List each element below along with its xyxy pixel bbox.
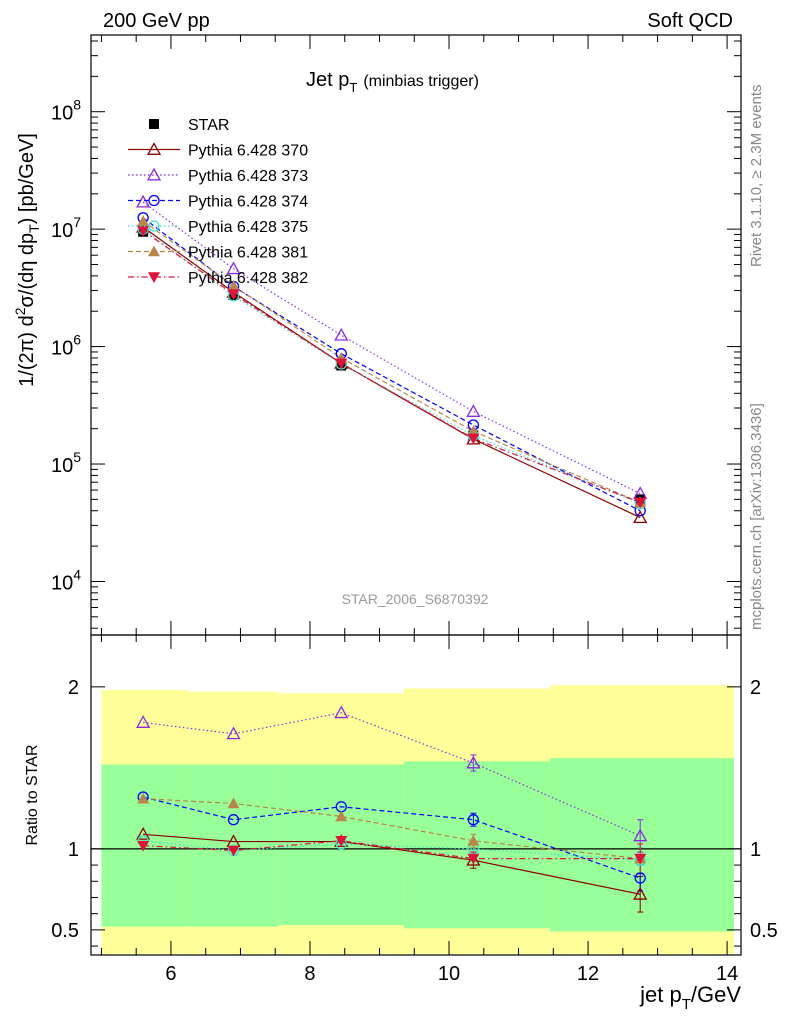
upper-panel: 104 105 106 107 108 1/(2π) d2σ/(dη dpT) [pb/G…	[12, 34, 742, 636]
ratio-point-s5-4	[634, 853, 647, 865]
data-point-s2-3	[466, 404, 481, 417]
data-point-s2-1	[226, 261, 241, 275]
ratio-line-3	[143, 840, 641, 861]
ratio-point-s5-0	[137, 840, 150, 852]
ratio-point-s2-3	[467, 814, 480, 826]
watermark: STAR_2006_S6870392	[342, 591, 489, 607]
x-tick-label-2: 10	[438, 963, 460, 985]
legend-label-5: Pythia 6.428 381	[188, 245, 308, 262]
y-axis-label-upper: 1/(2π) d2σ/(dη dpT) [pb/GeV]	[12, 133, 42, 387]
data-point-s2-0	[136, 194, 151, 208]
ratio-point-s5-1	[227, 845, 240, 857]
data-point-s6-2	[335, 358, 348, 370]
ratio-point-s1-2	[334, 705, 349, 719]
data-point-s5-1	[227, 279, 240, 291]
legend-marker-5	[148, 245, 160, 257]
legend-label-2: Pythia 6.428 373	[188, 168, 308, 185]
series-line-6	[142, 230, 641, 504]
legend-label-1: Pythia 6.428 370	[188, 143, 308, 160]
ratio-point-s4-2	[335, 810, 348, 822]
legend-marker-6	[148, 272, 160, 283]
y-tick-label-upper-1: 105	[51, 449, 81, 477]
data-point-s5-0	[137, 215, 150, 226]
x-axis-label: jet pT/GeV	[639, 982, 741, 1013]
legend-label-4: Pythia 6.428 375	[188, 219, 308, 236]
ratio-point-s1-4	[633, 828, 648, 842]
legend-marker-1	[146, 142, 162, 155]
data-point-s6-3	[467, 433, 480, 445]
series-line-2	[142, 201, 641, 495]
y-tick-label-upper-3: 107	[51, 214, 81, 242]
legend-marker-0	[149, 119, 159, 129]
y-tick-label-lower-0: 0.5	[51, 920, 79, 942]
header-left: 200 GeV pp	[103, 10, 210, 32]
ratio-point-s1-1	[226, 726, 241, 740]
legend-label-6: Pythia 6.428 382	[188, 270, 308, 287]
data-point-s6-1	[227, 289, 240, 301]
mcplots-label: mcplots.cern.ch [arXiv:1306.3436]	[748, 403, 765, 630]
uncertainty-band-green-4	[549, 758, 735, 932]
data-point-s6-0	[137, 225, 150, 237]
y-tick-label-upper-4: 108	[51, 97, 81, 125]
y-tick-label-upper-2: 106	[51, 332, 81, 360]
y-tick-label-lower-1: 1	[68, 839, 79, 861]
y-tick-label-lower-right-1: 1	[750, 839, 761, 861]
y-axis-label-lower: Ratio to STAR	[24, 744, 41, 845]
legend-label-3: Pythia 6.428 374	[188, 194, 308, 211]
legend-marker-4	[148, 220, 160, 232]
x-tick-label-1: 8	[304, 963, 315, 985]
ratio-line-1	[143, 712, 641, 837]
plot-title: Jet pT (minbias trigger)	[306, 69, 479, 95]
ratio-point-s4-0	[137, 792, 150, 804]
data-point-s6-4	[634, 497, 647, 509]
y-tick-label-upper-0: 104	[51, 566, 81, 594]
lower-frame	[90, 634, 742, 956]
legend-marker-3	[148, 194, 160, 207]
ratio-line-4	[143, 798, 641, 860]
ratio-point-s5-3	[467, 853, 480, 865]
ratio-point-s2-1	[227, 814, 240, 826]
legend-label-0: STAR	[188, 117, 229, 134]
header-right: Soft QCD	[647, 10, 733, 32]
ratio-point-s4-3	[467, 834, 480, 846]
rivet-label: Rivet 3.1.10, ≥ 2.3M events	[748, 85, 765, 268]
y-tick-label-lower-2: 2	[68, 677, 79, 699]
ratio-point-s0-3	[466, 852, 481, 866]
ratio-line-2	[142, 796, 641, 879]
x-tick-label-3: 12	[577, 963, 599, 985]
y-tick-label-lower-right-0: 0.5	[750, 920, 778, 942]
ratio-point-s2-4	[634, 872, 646, 884]
ratio-point-s0-0	[136, 826, 151, 840]
ratio-point-s1-3	[466, 755, 481, 769]
ratio-point-s0-4	[633, 886, 648, 900]
data-point-s5-3	[467, 425, 480, 437]
ratio-point-s4-1	[227, 797, 240, 809]
data-point-s1-4	[633, 510, 648, 524]
ratio-point-s5-2	[335, 835, 348, 847]
y-tick-label-lower-right-2: 2	[750, 677, 761, 699]
data-point-s2-2	[334, 327, 349, 341]
legend-marker-2	[146, 167, 162, 181]
ratio-point-s1-0	[136, 715, 151, 728]
x-tick-label-0: 6	[165, 963, 176, 985]
x-tick-label-4: 14	[716, 963, 738, 985]
series-line-5	[142, 220, 641, 504]
